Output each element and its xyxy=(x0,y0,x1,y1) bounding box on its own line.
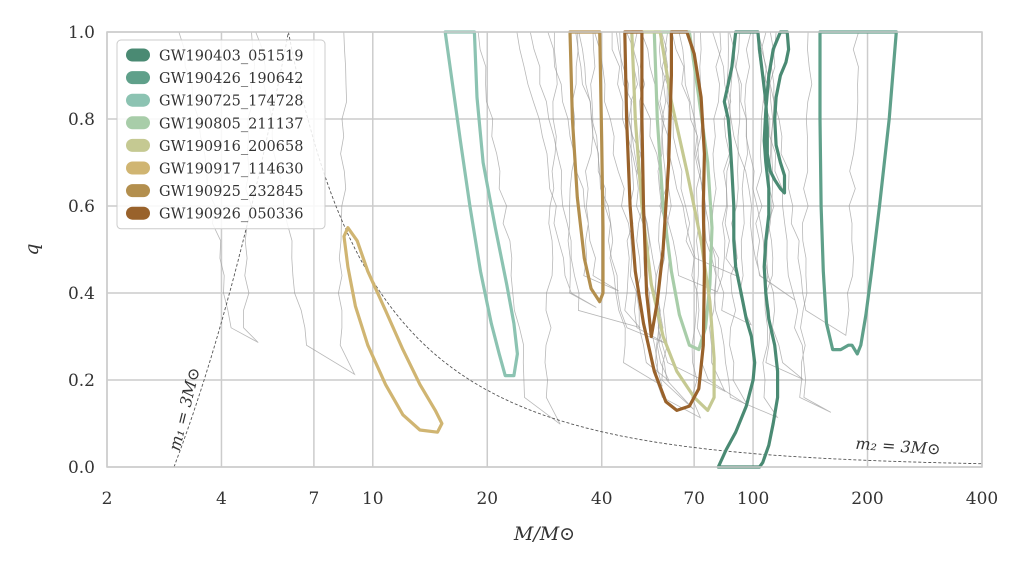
background-contour xyxy=(477,31,561,425)
legend-label: GW190916_200658 xyxy=(159,139,303,155)
x-tick-label: 7 xyxy=(308,489,319,509)
y-tick-label: 0.4 xyxy=(68,284,95,304)
legend-swatch xyxy=(126,184,150,198)
series-contour-GW190403_051519 xyxy=(716,30,791,469)
background-contour xyxy=(757,31,859,336)
legend-frame xyxy=(116,39,326,230)
legend-swatch xyxy=(126,93,150,107)
m2-limit-curve xyxy=(287,31,982,465)
legend-swatch xyxy=(126,138,150,152)
y-tick-label: 1.0 xyxy=(68,23,95,43)
series-contour-GW190917_114630 xyxy=(342,226,444,434)
series-contour-GW190926_050336 xyxy=(623,30,706,412)
background-contour xyxy=(616,31,694,410)
legend: GW190403_051519 GW190426_190642 GW190725_1… xyxy=(116,39,326,230)
x-tick-label: 100 xyxy=(737,489,769,509)
legend-swatch xyxy=(126,206,150,220)
legend-label: GW190805_211137 xyxy=(159,116,303,132)
legend-swatch xyxy=(126,71,150,85)
plot-frame xyxy=(106,31,983,468)
legend-swatch xyxy=(126,48,150,62)
x-tick-label: 40 xyxy=(591,489,613,509)
legend-label: GW190926_050336 xyxy=(159,207,303,223)
series-contour-GW190725_174728 xyxy=(443,30,519,378)
x-tick-label: 4 xyxy=(216,489,227,509)
legend-label: GW190403_051519 xyxy=(159,49,303,65)
x-axis-label: M/M⊙ xyxy=(513,523,575,545)
legend-label: GW190917_114630 xyxy=(159,162,303,178)
legend-swatch xyxy=(126,161,150,175)
y-tick-label: 0.2 xyxy=(68,371,95,391)
x-tick-label: 70 xyxy=(683,489,705,509)
background-contour xyxy=(594,31,670,382)
x-tick-label: 200 xyxy=(851,489,883,509)
background-contour xyxy=(757,31,832,413)
series-contour-GW190916_200658 xyxy=(630,30,716,412)
series-contour-GW190426_190642 xyxy=(818,30,898,356)
y-axis-label: q xyxy=(21,243,43,255)
x-tick-label: 20 xyxy=(476,489,498,509)
background-contour xyxy=(547,31,619,292)
background-contour xyxy=(611,31,703,419)
background-contour xyxy=(516,31,597,308)
legend-label: GW190925_232845 xyxy=(159,184,303,200)
x-tick-labels: 2 4 7 10 20 40 70 100 200 400 xyxy=(102,489,999,509)
y-tick-label: 0.0 xyxy=(68,458,95,478)
x-tick-label: 2 xyxy=(102,489,113,509)
x-tick-label: 400 xyxy=(966,489,998,509)
x-tick-label: 10 xyxy=(362,489,384,509)
series-contours xyxy=(342,30,898,469)
background-contour xyxy=(678,31,779,419)
legend-label: GW190725_174728 xyxy=(159,94,303,110)
y-tick-label: 0.6 xyxy=(68,197,95,217)
series-contour-GW190925_232845 xyxy=(568,30,605,304)
background-contour xyxy=(729,31,804,380)
y-tick-label: 0.8 xyxy=(68,110,95,130)
background-contour xyxy=(578,31,668,387)
legend-swatch xyxy=(126,116,150,130)
y-tick-labels: 0.0 0.2 0.4 0.6 0.8 1.0 xyxy=(68,23,95,478)
legend-label: GW190426_190642 xyxy=(159,71,303,87)
background-contour xyxy=(626,31,732,293)
